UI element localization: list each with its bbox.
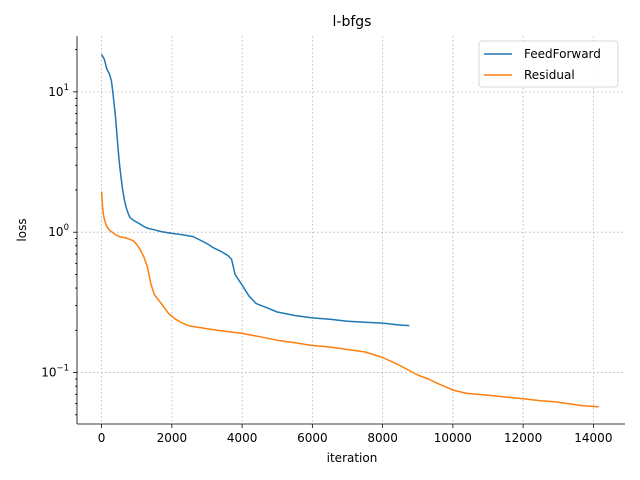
plot-lines: [100, 54, 599, 408]
x-tick-label: 8000: [367, 431, 398, 445]
chart-title: l-bfgs: [333, 14, 372, 30]
x-axis-label: iteration: [327, 451, 378, 465]
x-tick-label: 10000: [434, 431, 472, 445]
y-tick-label: 101: [48, 83, 69, 99]
legend-label-residual: Residual: [524, 68, 575, 82]
x-tick-label: 6000: [297, 431, 328, 445]
grid: [77, 36, 625, 424]
x-tick-label: 14000: [574, 431, 612, 445]
x-tick-label: 4000: [227, 431, 258, 445]
x-tick-label: 12000: [504, 431, 542, 445]
legend: FeedForward Residual: [478, 40, 619, 88]
y-axis-label: loss: [15, 218, 29, 241]
x-axis-ticks: 0 2000 4000 6000 8000 10000 12000 14000: [98, 424, 612, 445]
y-axis-ticks: 10−1 100 101: [41, 49, 77, 416]
series-line-feedforward: [100, 54, 410, 327]
x-tick-label: 0: [98, 431, 106, 445]
series-line-residual: [100, 191, 599, 408]
legend-label-feedforward: FeedForward: [524, 47, 601, 61]
y-tick-label: 100: [48, 223, 69, 239]
axes: [76, 36, 625, 425]
y-tick-label: 10−1: [41, 364, 69, 380]
x-tick-label: 2000: [157, 431, 188, 445]
legend-box: [478, 40, 619, 88]
